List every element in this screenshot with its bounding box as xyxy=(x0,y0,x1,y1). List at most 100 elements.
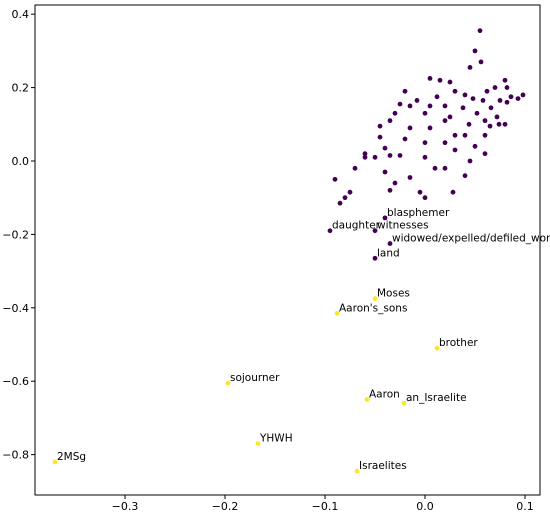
cluster-point xyxy=(392,110,398,116)
point-label: Aaron's_sons xyxy=(339,302,407,314)
cluster-point xyxy=(387,118,393,124)
cluster-point xyxy=(392,180,398,186)
cluster-point xyxy=(494,114,500,120)
cluster-point xyxy=(502,121,508,127)
cluster-point xyxy=(397,101,403,107)
cluster-point xyxy=(422,140,428,146)
labeled-point-marker xyxy=(387,241,393,246)
cluster-point xyxy=(480,98,486,103)
cluster-point xyxy=(332,176,338,182)
cluster-point xyxy=(407,125,413,131)
cluster-point xyxy=(442,103,448,109)
cluster-points xyxy=(332,28,526,206)
axes-frame xyxy=(34,4,541,496)
point-label: brother xyxy=(439,337,478,349)
y-tick-label: 0.4 xyxy=(12,8,30,21)
cluster-point xyxy=(337,200,343,206)
x-tick-label: 0.0 xyxy=(416,500,434,513)
cluster-point xyxy=(377,123,383,129)
cluster-point xyxy=(447,114,453,120)
cluster-point xyxy=(402,88,408,94)
cluster-point xyxy=(472,143,478,149)
point-label: Aaron xyxy=(369,389,400,401)
labeled-point-marker xyxy=(372,228,378,234)
cluster-point xyxy=(466,121,472,127)
cluster-point xyxy=(452,132,458,138)
cluster-point xyxy=(447,79,453,85)
cluster-point xyxy=(397,153,403,158)
labeled-point-marker xyxy=(354,468,360,474)
point-label: widowed/expelled/defiled_woman xyxy=(392,233,550,245)
cluster-point xyxy=(504,99,510,105)
cluster-point xyxy=(450,189,456,195)
y-tick-label: 0.2 xyxy=(12,82,30,95)
cluster-point xyxy=(496,121,502,127)
cluster-point xyxy=(478,59,484,65)
cluster-point xyxy=(487,123,493,129)
cluster-point xyxy=(387,187,393,193)
cluster-point xyxy=(488,105,494,111)
labeled-point-marker xyxy=(372,296,378,302)
cluster-point xyxy=(515,96,521,101)
point-label: YHWH xyxy=(259,433,293,445)
x-tick-label: −0.1 xyxy=(312,500,339,513)
labeled-point-marker xyxy=(327,228,333,234)
x-axis-ticks: −0.3 −0.2 −0.1 0.0 0.1 xyxy=(112,495,534,513)
cluster-point xyxy=(347,189,353,195)
cluster-point xyxy=(470,96,476,101)
cluster-point xyxy=(362,151,368,157)
point-label: Israelites xyxy=(359,460,407,472)
cluster-point xyxy=(342,195,348,201)
cluster-point xyxy=(452,88,458,94)
cluster-point xyxy=(422,154,428,160)
cluster-point xyxy=(497,98,503,103)
cluster-point xyxy=(462,92,468,98)
cluster-point xyxy=(402,136,408,142)
cluster-point xyxy=(502,77,508,83)
y-tick-label: −0.4 xyxy=(2,302,29,315)
cluster-point xyxy=(474,110,480,116)
cluster-point xyxy=(467,64,473,70)
cluster-point xyxy=(427,103,433,109)
point-label: daughter xyxy=(332,220,381,232)
cluster-point xyxy=(407,103,413,109)
point-label: Moses xyxy=(377,288,410,300)
point-label: sojourner xyxy=(230,372,280,384)
labeled-point-marker xyxy=(372,255,378,261)
cluster-point xyxy=(437,77,443,83)
cluster-point xyxy=(434,94,440,100)
cluster-point xyxy=(417,189,423,195)
labeled-point-marker xyxy=(382,215,388,221)
cluster-point xyxy=(484,88,490,94)
labeled-point-marker xyxy=(255,441,261,447)
cluster-point xyxy=(477,28,483,34)
cluster-point xyxy=(472,48,478,54)
point-label: land xyxy=(377,247,400,259)
cluster-point xyxy=(520,92,526,98)
cluster-point xyxy=(482,151,488,157)
y-tick-label: −0.6 xyxy=(2,375,29,388)
cluster-point xyxy=(407,175,413,180)
labeled-point-marker xyxy=(364,397,370,402)
cluster-point xyxy=(377,134,383,140)
cluster-point xyxy=(452,147,458,153)
cluster-point xyxy=(492,85,498,90)
cluster-point xyxy=(442,165,448,171)
x-tick-label: −0.3 xyxy=(112,500,139,513)
y-tick-label: −0.8 xyxy=(2,449,29,462)
labeled-point-marker xyxy=(225,380,231,386)
cluster-point xyxy=(462,173,468,179)
cluster-point xyxy=(352,165,358,171)
y-axis-ticks: −0.8 −0.6 −0.4 −0.2 0.0 0.2 0.4 xyxy=(2,8,35,462)
cluster-point xyxy=(427,125,433,131)
cluster-point xyxy=(422,195,428,201)
y-tick-label: −0.2 xyxy=(2,228,29,241)
point-label: witnesses xyxy=(377,220,429,232)
cluster-point xyxy=(382,145,388,151)
cluster-point xyxy=(482,132,488,138)
plot-frame xyxy=(34,4,541,496)
cluster-point xyxy=(427,76,433,81)
cluster-point xyxy=(442,118,448,124)
cluster-point xyxy=(387,153,393,158)
cluster-point xyxy=(382,169,388,175)
